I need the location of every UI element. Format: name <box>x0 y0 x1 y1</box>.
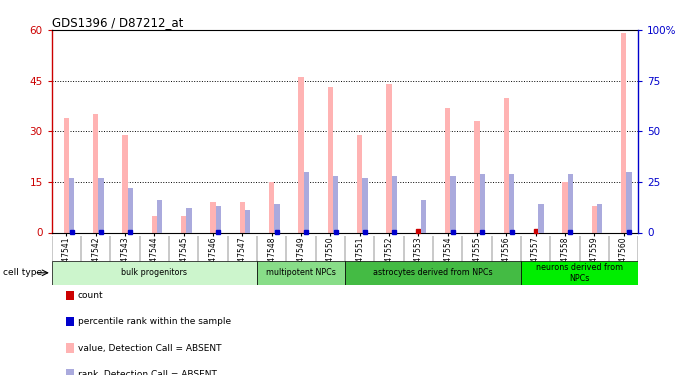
Text: cell type: cell type <box>3 268 43 278</box>
Bar <box>245 210 250 232</box>
Bar <box>362 178 368 232</box>
Bar <box>257 261 345 285</box>
Bar <box>621 33 627 232</box>
Bar <box>152 216 157 232</box>
Text: astrocytes derived from NPCs: astrocytes derived from NPCs <box>373 268 493 278</box>
Bar <box>538 204 544 232</box>
Bar <box>627 172 631 232</box>
Bar <box>474 121 480 232</box>
Bar <box>122 135 128 232</box>
Text: bulk progenitors: bulk progenitors <box>121 268 188 278</box>
Bar <box>275 204 279 232</box>
Bar <box>357 135 362 232</box>
Bar <box>568 174 573 232</box>
Text: percentile rank within the sample: percentile rank within the sample <box>78 317 231 326</box>
Bar <box>216 206 221 232</box>
Bar <box>345 261 521 285</box>
Bar <box>328 87 333 232</box>
Bar <box>333 176 338 232</box>
Text: GDS1396 / D87212_at: GDS1396 / D87212_at <box>52 16 183 29</box>
Bar <box>562 182 568 232</box>
Bar <box>186 208 192 232</box>
Text: value, Detection Call = ABSENT: value, Detection Call = ABSENT <box>78 344 221 352</box>
Bar <box>392 176 397 232</box>
Bar <box>421 200 426 232</box>
Text: multipotent NPCs: multipotent NPCs <box>266 268 336 278</box>
Bar <box>99 178 103 232</box>
Bar <box>386 84 392 232</box>
Bar <box>269 182 275 232</box>
Text: rank, Detection Call = ABSENT: rank, Detection Call = ABSENT <box>78 370 217 375</box>
Bar <box>128 188 133 232</box>
Text: count: count <box>78 291 104 300</box>
Bar <box>298 77 304 232</box>
Bar <box>157 200 162 232</box>
Bar <box>52 261 257 285</box>
Bar <box>480 174 485 232</box>
Bar <box>210 202 216 232</box>
Bar <box>445 108 451 232</box>
Bar <box>63 118 69 232</box>
Bar <box>304 172 309 232</box>
Bar <box>504 98 509 232</box>
Bar <box>509 174 514 232</box>
Bar <box>591 206 597 232</box>
Bar <box>181 216 186 232</box>
Bar <box>451 176 455 232</box>
Text: neurons derived from
NPCs: neurons derived from NPCs <box>536 263 623 282</box>
Bar <box>521 261 638 285</box>
Bar <box>93 114 99 232</box>
Bar <box>239 202 245 232</box>
Bar <box>597 204 602 232</box>
Bar <box>69 178 75 232</box>
